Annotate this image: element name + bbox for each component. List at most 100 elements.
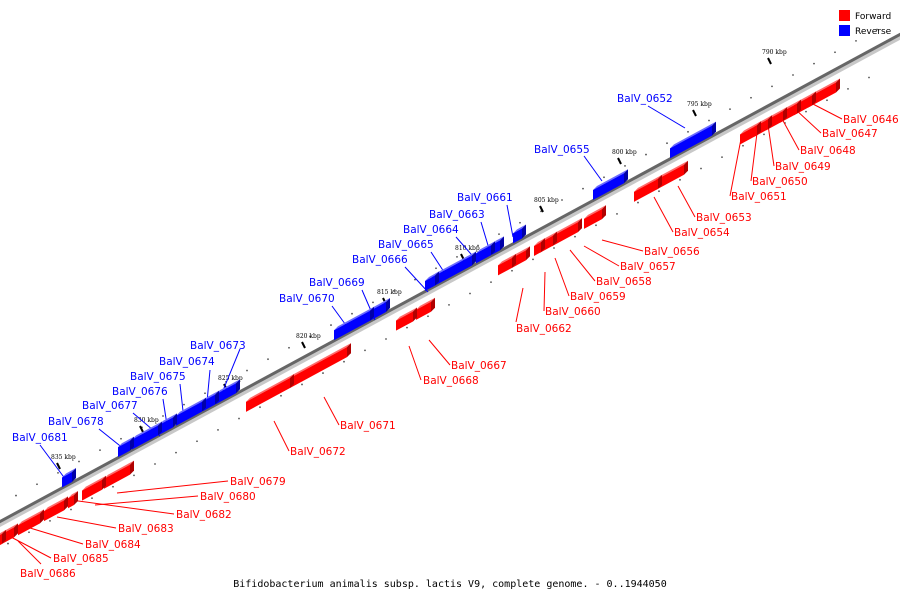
leader-line [70, 499, 175, 515]
gene-balv-0651[interactable] [740, 121, 761, 145]
leader-line [8, 535, 52, 559]
gene-box-side [602, 205, 606, 220]
gene-box-face [670, 125, 712, 159]
gene-label-balv-0684[interactable]: BalV_0684 [85, 539, 141, 551]
gene-label-balv-0676[interactable]: BalV_0676 [112, 386, 168, 398]
gene-label-balv-0683[interactable]: BalV_0683 [118, 523, 174, 535]
gene-label-balv-0668[interactable]: BalV_0668 [423, 375, 479, 387]
gene-label-balv-0675[interactable]: BalV_0675 [130, 371, 186, 383]
gene-label-balv-0656[interactable]: BalV_0656 [644, 246, 700, 258]
gene-balv-0680[interactable] [82, 475, 106, 501]
gene-balv-0686[interactable] [0, 529, 6, 550]
gene-balv-0654[interactable] [634, 174, 662, 202]
gene-balv-0664[interactable] [476, 241, 495, 264]
gene-label-balv-0658[interactable]: BalV_0658 [596, 276, 652, 288]
gene-label-balv-0665[interactable]: BalV_0665 [378, 239, 434, 251]
gene-label-balv-0659[interactable]: BalV_0659 [570, 291, 626, 303]
gene-balv-0659[interactable] [534, 238, 545, 256]
gene-box-top [334, 306, 374, 331]
gene-label-balv-0649[interactable]: BalV_0649 [775, 161, 831, 173]
gene-balv-0681[interactable] [62, 468, 76, 488]
gene-label-balv-0662[interactable]: BalV_0662 [516, 323, 572, 335]
gene-box-side [553, 231, 557, 246]
gene-box-face [62, 472, 72, 488]
gene-label-balv-0677[interactable]: BalV_0677 [82, 400, 138, 412]
gene-balv-0657[interactable] [552, 218, 582, 247]
gene-label-balv-0680[interactable]: BalV_0680 [200, 491, 256, 503]
gene-balv-0655[interactable] [593, 169, 628, 201]
gene-box-face [0, 533, 2, 546]
gene-balv-0666[interactable] [425, 271, 439, 291]
gene-box-side [757, 121, 761, 136]
gene-balv-0661[interactable] [513, 224, 526, 244]
gene-label-balv-0664[interactable]: BalV_0664 [403, 224, 459, 236]
track-dot [351, 312, 353, 315]
gene-label-balv-0650[interactable]: BalV_0650 [752, 176, 808, 188]
gene-balv-0677[interactable] [132, 421, 162, 450]
forward-legend-label: Forward [855, 12, 891, 22]
gene-box-top [656, 160, 688, 180]
gene-label-balv-0655[interactable]: BalV_0655 [534, 144, 590, 156]
leader-line [750, 132, 758, 182]
gene-balv-0671[interactable] [290, 343, 351, 389]
gene-balv-0682[interactable] [68, 490, 78, 509]
gene-label-balv-0671[interactable]: BalV_0671 [340, 420, 396, 432]
track-dot [435, 267, 437, 270]
leader-line [404, 266, 429, 293]
gene-balv-0670[interactable] [334, 306, 374, 341]
gene-balv-0653[interactable] [656, 160, 688, 190]
gene-balv-0672[interactable] [246, 374, 294, 412]
gene-balv-0675[interactable] [176, 397, 206, 426]
track-dot [70, 508, 72, 511]
track-dot [196, 440, 198, 443]
gene-label-balv-0653[interactable]: BalV_0653 [696, 212, 752, 224]
gene-label-balv-0657[interactable]: BalV_0657 [620, 261, 676, 273]
gene-label-balv-0669[interactable]: BalV_0669 [309, 277, 365, 289]
gene-box-top [552, 218, 582, 237]
gene-balv-0673[interactable] [216, 379, 240, 405]
gene-balv-0683[interactable] [44, 496, 68, 522]
gene-box-face [740, 125, 757, 145]
gene-balv-0667[interactable] [416, 297, 435, 320]
gene-label-balv-0660[interactable]: BalV_0660 [545, 306, 601, 318]
track-dot [330, 324, 332, 326]
gene-balv-0656[interactable] [584, 205, 606, 229]
gene-label-balv-0674[interactable]: BalV_0674 [159, 356, 215, 368]
gene-box-face [159, 417, 173, 435]
gene-balv-0676[interactable] [159, 413, 177, 435]
gene-label-balv-0685[interactable]: BalV_0685 [53, 553, 109, 565]
gene-balv-0678[interactable] [118, 436, 134, 458]
gene-balv-0679[interactable] [104, 460, 134, 489]
gene-label-balv-0686[interactable]: BalV_0686 [20, 568, 76, 580]
reverse-swatch [839, 25, 850, 36]
gene-balv-0668[interactable] [396, 307, 417, 331]
gene-label-balv-0651[interactable]: BalV_0651 [731, 191, 787, 203]
gene-label-balv-0647[interactable]: BalV_0647 [822, 128, 878, 140]
gene-label-balv-0663[interactable]: BalV_0663 [429, 209, 485, 221]
gene-label-balv-0678[interactable]: BalV_0678 [48, 416, 104, 428]
gene-label-balv-0679[interactable]: BalV_0679 [230, 476, 286, 488]
gene-box-face [68, 494, 74, 509]
gene-label-balv-0661[interactable]: BalV_0661 [457, 192, 513, 204]
gene-label-balv-0670[interactable]: BalV_0670 [279, 293, 335, 305]
gene-label-balv-0673[interactable]: BalV_0673 [190, 340, 246, 352]
gene-balv-0652[interactable] [670, 121, 716, 159]
gene-box-top [62, 468, 76, 478]
gene-label-balv-0654[interactable]: BalV_0654 [674, 227, 730, 239]
gene-balv-0665[interactable] [432, 251, 476, 288]
gene-label-balv-0648[interactable]: BalV_0648 [800, 145, 856, 157]
gene-label-balv-0681[interactable]: BalV_0681 [12, 432, 68, 444]
scale-ticks: 790 kbp 795 kbp 800 kbp 805 kbp 810 kbp 815 k… [51, 49, 787, 470]
gene-label-balv-0672[interactable]: BalV_0672 [290, 446, 346, 458]
gene-box-side [72, 468, 76, 483]
leader-line [515, 287, 524, 323]
gene-box-top [670, 121, 716, 149]
gene-label-balv-0646[interactable]: BalV_0646 [843, 114, 899, 126]
gene-balv-0662[interactable] [498, 253, 516, 276]
gene-balv-0684[interactable] [18, 509, 44, 536]
gene-label-balv-0652[interactable]: BalV_0652 [617, 93, 673, 105]
gene-box-side [658, 174, 662, 189]
gene-label-balv-0682[interactable]: BalV_0682 [176, 509, 232, 521]
gene-label-balv-0666[interactable]: BalV_0666 [352, 254, 408, 266]
gene-label-balv-0667[interactable]: BalV_0667 [451, 360, 507, 372]
